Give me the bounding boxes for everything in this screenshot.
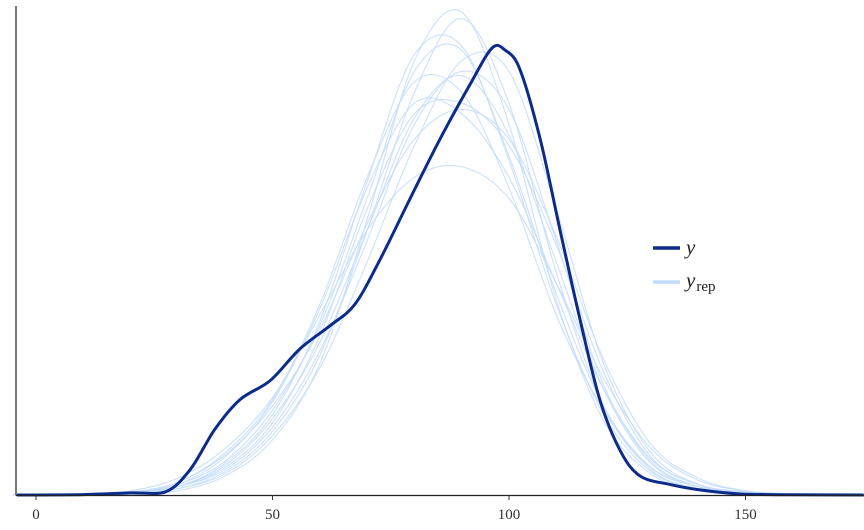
yrep-curve-6 xyxy=(12,99,864,496)
yrep-curve-10 xyxy=(12,108,864,496)
x-tick-label: 100 xyxy=(498,507,521,523)
legend: y yrep xyxy=(653,235,715,295)
x-tick-label: 0 xyxy=(32,507,40,523)
legend-yrep-label: yrep xyxy=(684,268,715,295)
x-tick-label: 150 xyxy=(734,507,757,523)
legend-y-label: y xyxy=(684,235,696,259)
x-tick-label: 50 xyxy=(265,507,280,523)
yrep-curve-4 xyxy=(12,51,864,496)
yrep-curve-11 xyxy=(12,34,864,496)
yrep-curve-7 xyxy=(12,9,864,496)
yrep-curve-5 xyxy=(12,43,864,496)
y-curve xyxy=(17,43,864,497)
x-axis-ticks: 0 50 100 150 xyxy=(32,495,757,523)
yrep-curve-2 xyxy=(12,73,864,496)
yrep-curve-3 xyxy=(12,164,864,496)
yrep-curve-1 xyxy=(12,17,864,496)
yrep-curve-8 xyxy=(12,97,864,496)
yrep-curves xyxy=(12,9,864,496)
yrep-curve-0 xyxy=(12,74,864,496)
yrep-curve-9 xyxy=(12,70,864,496)
y-curve-layer xyxy=(17,43,864,497)
